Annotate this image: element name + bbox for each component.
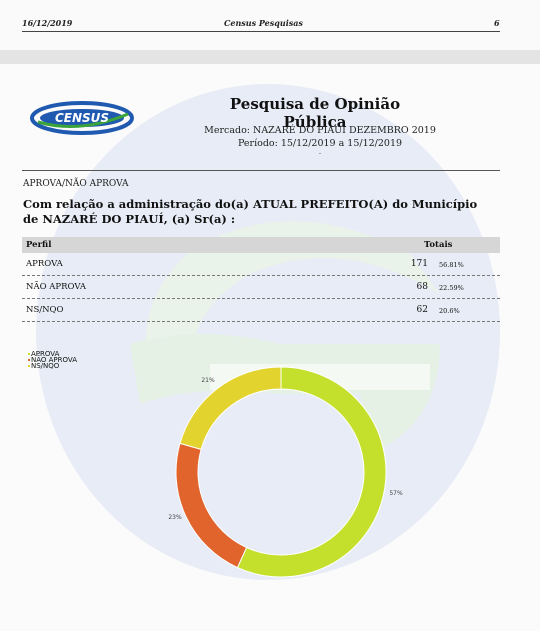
legend-item: NS/NQO [28, 362, 77, 370]
report-period: Período: 15/12/2019 a 15/12/2019 [237, 138, 403, 149]
table-row: NS/NQO 62 20.6% [22, 299, 500, 322]
legend-label: NS/NQO [31, 362, 60, 370]
legend-item: APROVA [28, 350, 77, 358]
donut-data-label: 23% [168, 514, 182, 521]
chart-legend: APROVA NÃO APROVA NS/NQO [28, 350, 78, 370]
section-rule [22, 170, 500, 171]
census-logo: CENSUS [30, 101, 134, 135]
table-row: NÃO APROVA 68 22.59% [22, 276, 500, 299]
table-row: APROVA 171 56.81% [22, 253, 500, 276]
header-rule [22, 31, 500, 32]
row-pct: 56.81% [439, 261, 464, 269]
section-label: APROVA/NÃO APROVA [23, 179, 129, 189]
row-pct: 22.59% [439, 284, 464, 292]
col-profile: Perfil [26, 240, 52, 250]
donut-slice-n-o-aprova [175, 442, 248, 569]
report-market: Mercado: NAZARÉ DO PIAUÍ DEZEMBRO 2019 [204, 125, 436, 136]
donut-slice-aprova [236, 366, 387, 578]
page-gap [0, 50, 540, 64]
donut-chart: 57% 23% 21% [168, 366, 403, 578]
table-header: Perfil Totais [22, 237, 500, 253]
question-text: Com relação a administração do(a) ATUAL … [23, 197, 478, 226]
row-pct: 20.6% [439, 307, 460, 315]
row-label: APROVA [26, 259, 63, 269]
donut-slice-ns-nqo [179, 366, 282, 450]
header-page-number: 6 [494, 18, 500, 28]
donut-data-label: 21% [201, 377, 215, 384]
logo-text: CENSUS [55, 111, 109, 125]
page-header: 16/12/2019 Census Pesquisas 6 [0, 0, 540, 50]
row-count: 171 [410, 259, 428, 269]
report-page: CENSUS Pesquisa de Opinião Pública Merca… [0, 64, 540, 631]
legend-label: NÃO APROVA [31, 356, 78, 364]
header-date: 16/12/2019 [22, 18, 73, 28]
header-company: Census Pesquisas [224, 18, 303, 28]
report-title: Pesquisa de Opinião Pública [229, 95, 401, 131]
row-label: NS/NQO [26, 305, 64, 315]
col-totals: Totais [424, 240, 453, 250]
donut-data-label: 57% [389, 490, 403, 497]
legend-item: NÃO APROVA [28, 356, 78, 364]
legend-label: APROVA [31, 350, 60, 358]
row-label: NÃO APROVA [26, 282, 87, 292]
row-count: 62 [416, 305, 428, 315]
row-count: 68 [416, 282, 428, 292]
report-dot: . [318, 148, 322, 156]
